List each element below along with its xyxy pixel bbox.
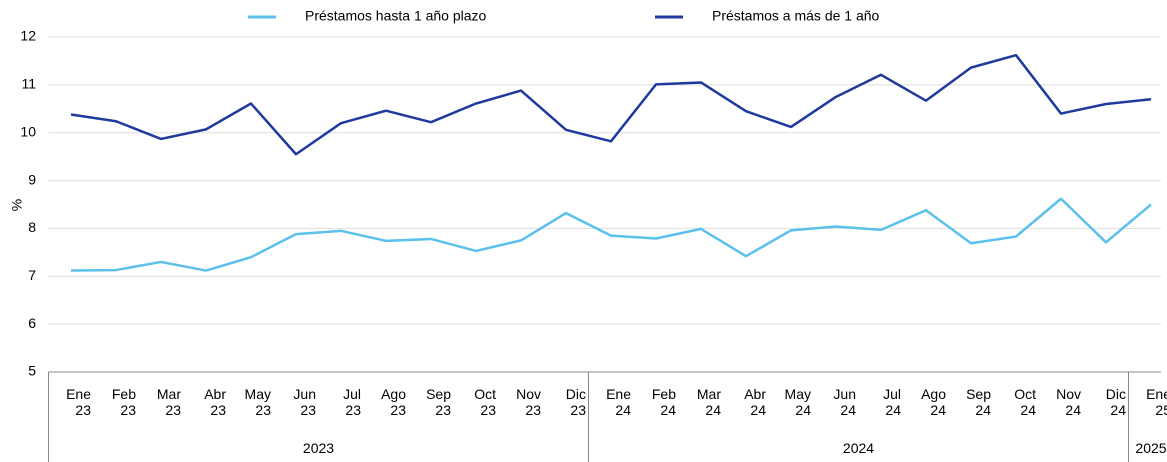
y-tick-label: 11 xyxy=(21,76,36,92)
y-tick-label: 8 xyxy=(28,219,36,235)
x-tick-label: Jul 23 xyxy=(343,386,361,418)
x-tick-label: Nov 23 xyxy=(516,386,541,418)
x-tick-label: Dic 24 xyxy=(1105,386,1126,418)
x-tick-label: Ago 23 xyxy=(381,386,406,418)
y-tick-label: 5 xyxy=(28,363,36,379)
x-tick-label: Ene 25 xyxy=(1146,386,1167,418)
x-tick-label: May 24 xyxy=(784,386,811,418)
y-tick-label: 7 xyxy=(28,267,36,283)
y-tick-label: 12 xyxy=(20,28,36,44)
x-tick-label: Ene 23 xyxy=(66,386,91,418)
y-tick-label: 6 xyxy=(28,315,36,331)
x-tick-label: Feb 23 xyxy=(111,386,136,418)
series-line xyxy=(70,53,1152,156)
x-tick-label: Feb 24 xyxy=(651,386,676,418)
legend-label: Préstamos a más de 1 año xyxy=(712,8,880,24)
y-tick-label: 9 xyxy=(28,171,36,187)
x-tick-label: Jun 24 xyxy=(833,386,856,418)
x-tick-label: Sep 23 xyxy=(426,386,451,418)
legend-label: Préstamos hasta 1 año plazo xyxy=(305,8,487,24)
x-tick-label: Jun 23 xyxy=(293,386,316,418)
series-line xyxy=(70,197,1152,272)
x-tick-label: Ene 24 xyxy=(606,386,631,418)
x-tick-label: Oct 24 xyxy=(1014,386,1036,418)
x-tick-label: Oct 23 xyxy=(474,386,496,418)
x-tick-label: Nov 24 xyxy=(1056,386,1081,418)
x-tick-label: Abr 23 xyxy=(204,386,226,418)
x-tick-label: Dic 23 xyxy=(565,386,586,418)
x-tick-label: Abr 24 xyxy=(744,386,766,418)
x-group-label: 2025 xyxy=(1135,440,1167,456)
x-group-label: 2023 xyxy=(302,440,335,456)
x-tick-label: Sep 24 xyxy=(966,386,991,418)
y-tick-label: 10 xyxy=(20,123,36,139)
x-tick-label: Mar 23 xyxy=(156,386,181,418)
x-tick-label: Mar 24 xyxy=(696,386,721,418)
x-tick-label: Jul 24 xyxy=(883,386,901,418)
x-group-label: 2024 xyxy=(842,440,875,456)
x-tick-label: May 23 xyxy=(244,386,271,418)
x-tick-label: Ago 24 xyxy=(921,386,946,418)
y-axis-label: % xyxy=(9,199,25,211)
